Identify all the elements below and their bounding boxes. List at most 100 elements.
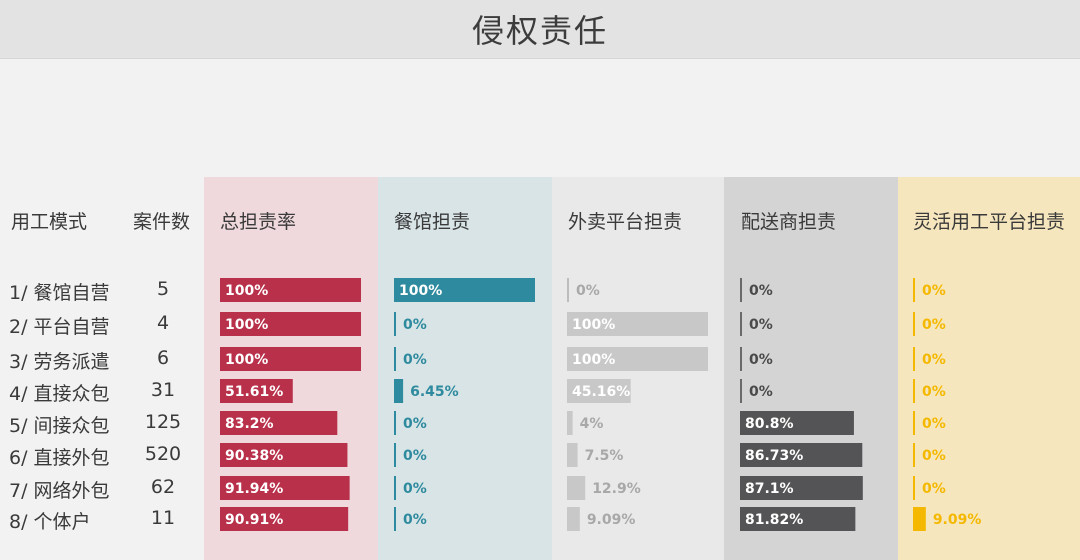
bar-2-4 [567, 411, 573, 435]
zero-bar-1-4 [394, 411, 396, 435]
bar-label-2-3: 45.16% [572, 384, 630, 400]
bar-label-1-2: 0% [403, 352, 427, 368]
bar-label-0-3: 51.61% [225, 384, 283, 400]
bar-label-2-4: 4% [580, 416, 604, 432]
bar-label-2-1: 100% [572, 317, 615, 333]
row-count: 520 [144, 443, 182, 465]
zero-bar-1-7 [394, 507, 396, 531]
bar-label-4-0: 0% [922, 283, 946, 299]
bar-2-3 [567, 379, 631, 403]
bar-0-1 [220, 312, 361, 336]
bar-label-1-1: 0% [403, 317, 427, 333]
zero-bar-4-3 [913, 379, 915, 403]
zero-bar-1-1 [394, 312, 396, 336]
bar-label-2-7: 9.09% [587, 512, 636, 528]
bar-3-7 [740, 507, 856, 531]
bar-label-0-2: 100% [225, 352, 268, 368]
bar-label-0-5: 90.38% [225, 448, 283, 464]
bar-label-3-0: 0% [749, 283, 773, 299]
zero-bar-1-5 [394, 443, 396, 467]
row-count: 125 [144, 411, 182, 433]
bar-label-4-2: 0% [922, 352, 946, 368]
bar-1-3 [394, 379, 404, 403]
header-delivery: 配送商担责 [741, 211, 837, 233]
bar-1-0 [394, 278, 535, 302]
row-label: 7/ 网络外包 [9, 480, 110, 502]
header-platform: 外卖平台担责 [568, 211, 683, 233]
row-label: 2/ 平台自营 [9, 316, 110, 338]
header-flex: 灵活用工平台担责 [913, 211, 1066, 233]
zero-bar-4-4 [913, 411, 915, 435]
row-label: 1/ 餐馆自营 [9, 282, 110, 304]
bar-label-0-7: 90.91% [225, 512, 283, 528]
bar-label-4-3: 0% [922, 384, 946, 400]
bar-label-3-3: 0% [749, 384, 773, 400]
bar-0-6 [220, 476, 350, 500]
bar-label-0-6: 91.94% [225, 481, 283, 497]
row-count: 5 [156, 278, 170, 300]
bar-0-4 [220, 411, 338, 435]
bar-label-2-0: 0% [576, 283, 600, 299]
bar-label-3-2: 0% [749, 352, 773, 368]
bar-3-6 [740, 476, 863, 500]
zero-bar-3-3 [740, 379, 742, 403]
bar-label-4-7: 9.09% [933, 512, 982, 528]
bar-label-1-3: 6.45% [410, 384, 459, 400]
row-label: 8/ 个体户 [9, 511, 91, 533]
bar-label-4-1: 0% [922, 317, 946, 333]
row-label: 6/ 直接外包 [9, 447, 110, 469]
header-mode: 用工模式 [11, 211, 88, 233]
zero-bar-3-1 [740, 312, 742, 336]
header-total: 总担责率 [220, 211, 297, 233]
bar-2-6 [567, 476, 586, 500]
bar-label-3-4: 80.8% [745, 416, 794, 432]
row-label: 5/ 间接众包 [9, 415, 110, 437]
bar-0-2 [220, 347, 361, 371]
zero-bar-4-6 [913, 476, 915, 500]
panel-restaurant [378, 177, 552, 560]
zero-bar-4-0 [913, 278, 915, 302]
bar-label-2-5: 7.5% [585, 448, 624, 464]
row-count: 62 [150, 476, 176, 498]
bar-2-7 [567, 507, 580, 531]
bar-2-5 [567, 443, 578, 467]
bar-label-3-1: 0% [749, 317, 773, 333]
bar-0-0 [220, 278, 361, 302]
bar-label-3-5: 86.73% [745, 448, 803, 464]
bar-label-2-6: 12.9% [592, 481, 641, 497]
zero-bar-3-0 [740, 278, 742, 302]
bar-label-0-1: 100% [225, 317, 268, 333]
bar-label-1-0: 100% [399, 283, 442, 299]
bar-label-1-6: 0% [403, 481, 427, 497]
zero-bar-3-2 [740, 347, 742, 371]
bar-label-1-7: 0% [403, 512, 427, 528]
bar-3-4 [740, 411, 854, 435]
bar-label-4-6: 0% [922, 481, 946, 497]
header-cases: 案件数 [133, 211, 191, 233]
bar-label-1-5: 0% [403, 448, 427, 464]
bar-label-2-2: 100% [572, 352, 615, 368]
title-bar: 侵权责任 [0, 0, 1080, 59]
zero-bar-1-6 [394, 476, 396, 500]
row-count: 4 [156, 312, 170, 334]
bar-0-3 [220, 379, 293, 403]
row-count: 11 [150, 507, 176, 529]
bar-label-1-4: 0% [403, 416, 427, 432]
zero-bar-4-2 [913, 347, 915, 371]
bar-label-3-6: 87.1% [745, 481, 794, 497]
zero-bar-1-2 [394, 347, 396, 371]
bar-label-3-7: 81.82% [745, 512, 803, 528]
bar-label-4-5: 0% [922, 448, 946, 464]
bar-2-2 [567, 347, 708, 371]
row-label: 3/ 劳务派遣 [9, 351, 110, 373]
zero-bar-4-1 [913, 312, 915, 336]
zero-bar-2-0 [567, 278, 569, 302]
row-label: 4/ 直接众包 [9, 383, 110, 405]
row-count: 31 [150, 379, 176, 401]
page-title: 侵权责任 [471, 12, 608, 50]
bar-4-7 [913, 507, 926, 531]
zero-bar-4-5 [913, 443, 915, 467]
bar-0-5 [220, 443, 348, 467]
bar-2-1 [567, 312, 708, 336]
